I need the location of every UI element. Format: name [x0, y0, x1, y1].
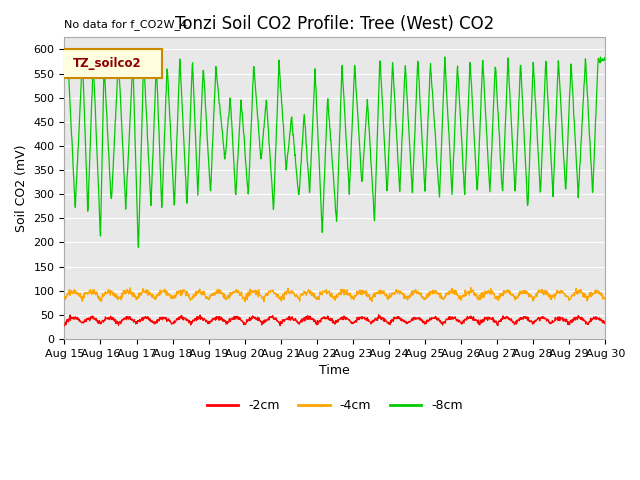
- Y-axis label: Soil CO2 (mV): Soil CO2 (mV): [15, 144, 28, 232]
- Title: Tonzi Soil CO2 Profile: Tree (West) CO2: Tonzi Soil CO2 Profile: Tree (West) CO2: [175, 15, 495, 33]
- X-axis label: Time: Time: [319, 364, 350, 377]
- FancyBboxPatch shape: [61, 49, 162, 78]
- Text: TZ_soilco2: TZ_soilco2: [72, 57, 141, 70]
- Legend: -2cm, -4cm, -8cm: -2cm, -4cm, -8cm: [202, 394, 468, 417]
- Text: No data for f_CO2W_4: No data for f_CO2W_4: [65, 19, 188, 30]
